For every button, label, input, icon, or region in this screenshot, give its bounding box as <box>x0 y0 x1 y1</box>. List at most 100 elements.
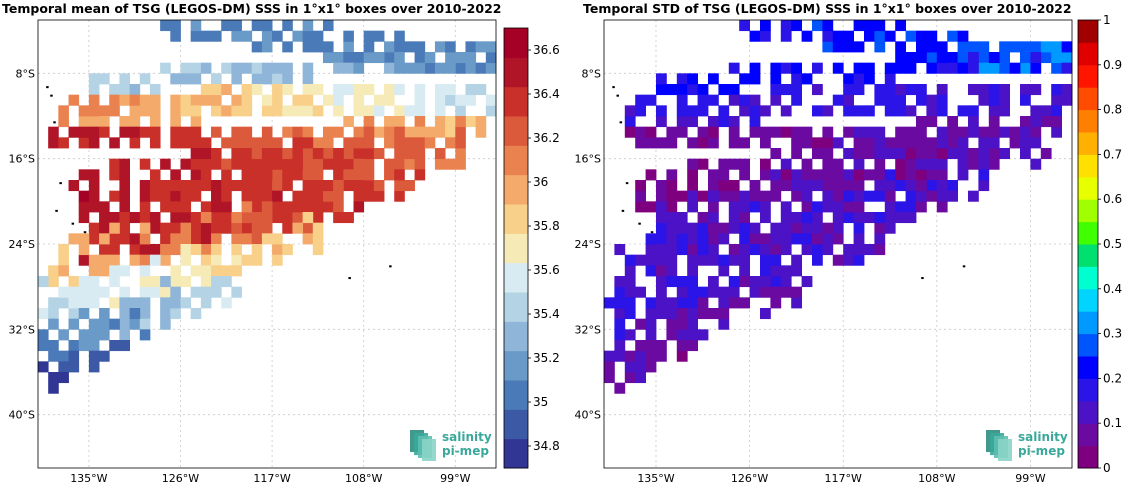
heatmap-cell <box>455 52 466 64</box>
heatmap-cell <box>760 244 771 256</box>
heatmap-cell <box>139 158 151 170</box>
heatmap-cell <box>697 137 709 149</box>
colorbar-swatch <box>1078 378 1098 402</box>
heatmap-cell <box>99 350 110 362</box>
mean-sss-title: Temporal mean of TSG (LEGOS-DM) SSS in 1… <box>2 1 502 16</box>
heatmap-cell <box>58 254 69 266</box>
heatmap-cell <box>968 116 979 128</box>
heatmap-cell <box>635 190 646 202</box>
colorbar-tick-label: 36.4 <box>533 87 560 101</box>
heatmap-cell <box>190 190 202 202</box>
heatmap-cell <box>780 233 792 245</box>
heatmap-cell <box>926 158 938 170</box>
heatmap-cell <box>645 201 657 213</box>
heatmap-cell <box>109 94 120 106</box>
colorbar-swatch <box>1078 221 1098 245</box>
heatmap-cell <box>884 148 896 160</box>
heatmap-cell <box>434 62 446 74</box>
island-marker <box>921 277 924 280</box>
axis-ticks: 135°W 126°W 117°W 108°W 99°W 8°S 16°S 24°S 32°S 4… <box>575 67 1046 485</box>
heatmap-cell <box>68 233 80 245</box>
heatmap-cell <box>791 190 802 202</box>
heatmap-cell <box>1061 62 1073 74</box>
heatmap-cell <box>884 222 896 234</box>
colorbar-swatch <box>1078 109 1098 133</box>
heatmap-cell <box>676 308 688 320</box>
heatmap-cell <box>676 126 688 138</box>
heatmap-cell <box>916 94 927 106</box>
heatmap-cell <box>947 126 958 138</box>
heatmap-cell <box>718 180 730 192</box>
y-tick-label: 8°S <box>582 67 601 80</box>
heatmap-cell <box>139 105 151 117</box>
heatmap-cell <box>656 116 667 128</box>
heatmap-cell <box>770 169 782 181</box>
heatmap-cell <box>916 137 927 149</box>
heatmap-cell <box>414 158 426 170</box>
heatmap-cell <box>770 233 782 245</box>
heatmap-cell <box>957 158 969 170</box>
heatmap-cell <box>384 158 395 170</box>
heatmap-cell <box>697 212 709 224</box>
heatmap-cell <box>936 105 948 117</box>
heatmap-cell <box>739 169 750 181</box>
heatmap-cell <box>88 105 100 117</box>
heatmap-cell <box>424 126 436 138</box>
heatmap-cell <box>843 190 854 202</box>
heatmap-cell <box>728 190 740 202</box>
heatmap-cell <box>211 201 222 213</box>
heatmap-cell <box>676 73 688 85</box>
heatmap-cell <box>241 254 253 266</box>
heatmap-cell <box>936 52 948 64</box>
heatmap-cell <box>718 84 730 96</box>
heatmap-cell <box>170 20 181 32</box>
heatmap-cell <box>48 297 59 309</box>
heatmap-cell <box>645 126 657 138</box>
heatmap-cell <box>414 137 426 149</box>
colorbar-swatch <box>1078 400 1098 424</box>
heatmap-cell <box>812 105 823 117</box>
heatmap-cell <box>292 169 304 181</box>
heatmap-cell <box>160 244 171 256</box>
heatmap-cell <box>864 148 875 160</box>
heatmap-cell <box>624 350 636 362</box>
heatmap-cell <box>302 126 314 138</box>
heatmap-cell <box>708 254 719 266</box>
heatmap-cell <box>708 137 719 149</box>
heatmap-cell <box>832 62 844 74</box>
heatmap-cell <box>139 126 151 138</box>
heatmap-cell <box>936 201 948 213</box>
colorbar-tick-label: 0.6 <box>1103 192 1122 206</box>
heatmap-cell <box>801 30 813 42</box>
heatmap-cell <box>251 180 263 192</box>
heatmap-cell <box>936 158 948 170</box>
heatmap-cell <box>211 265 222 277</box>
heatmap-cell <box>749 233 761 245</box>
heatmap-cell <box>676 318 688 330</box>
heatmap-cell <box>241 233 253 245</box>
heatmap-cell <box>129 212 141 224</box>
heatmap-cell <box>160 318 171 330</box>
heatmap-cell <box>38 361 49 373</box>
heatmap-cell <box>884 62 896 74</box>
heatmap-cell <box>791 180 802 192</box>
heatmap-cell <box>770 286 782 298</box>
island-marker <box>625 182 629 185</box>
heatmap-cell <box>88 169 100 181</box>
heatmap-cell <box>373 94 385 106</box>
heatmap-cell <box>170 276 181 288</box>
heatmap-cell <box>968 41 979 53</box>
heatmap-cell <box>635 340 646 352</box>
heatmap-cell <box>791 20 802 32</box>
heatmap-cell <box>656 105 667 117</box>
heatmap-cell <box>1030 158 1042 170</box>
heatmap-cell <box>687 201 698 213</box>
heatmap-cell <box>624 276 636 288</box>
heatmap-cell <box>119 94 130 106</box>
colorbar-tick-label: 0.5 <box>1103 237 1122 251</box>
heatmap-cell <box>780 180 792 192</box>
heatmap-cell <box>231 20 242 32</box>
heatmap-cell <box>475 62 487 74</box>
heatmap-cell <box>78 244 90 256</box>
heatmap-cell <box>58 265 69 277</box>
